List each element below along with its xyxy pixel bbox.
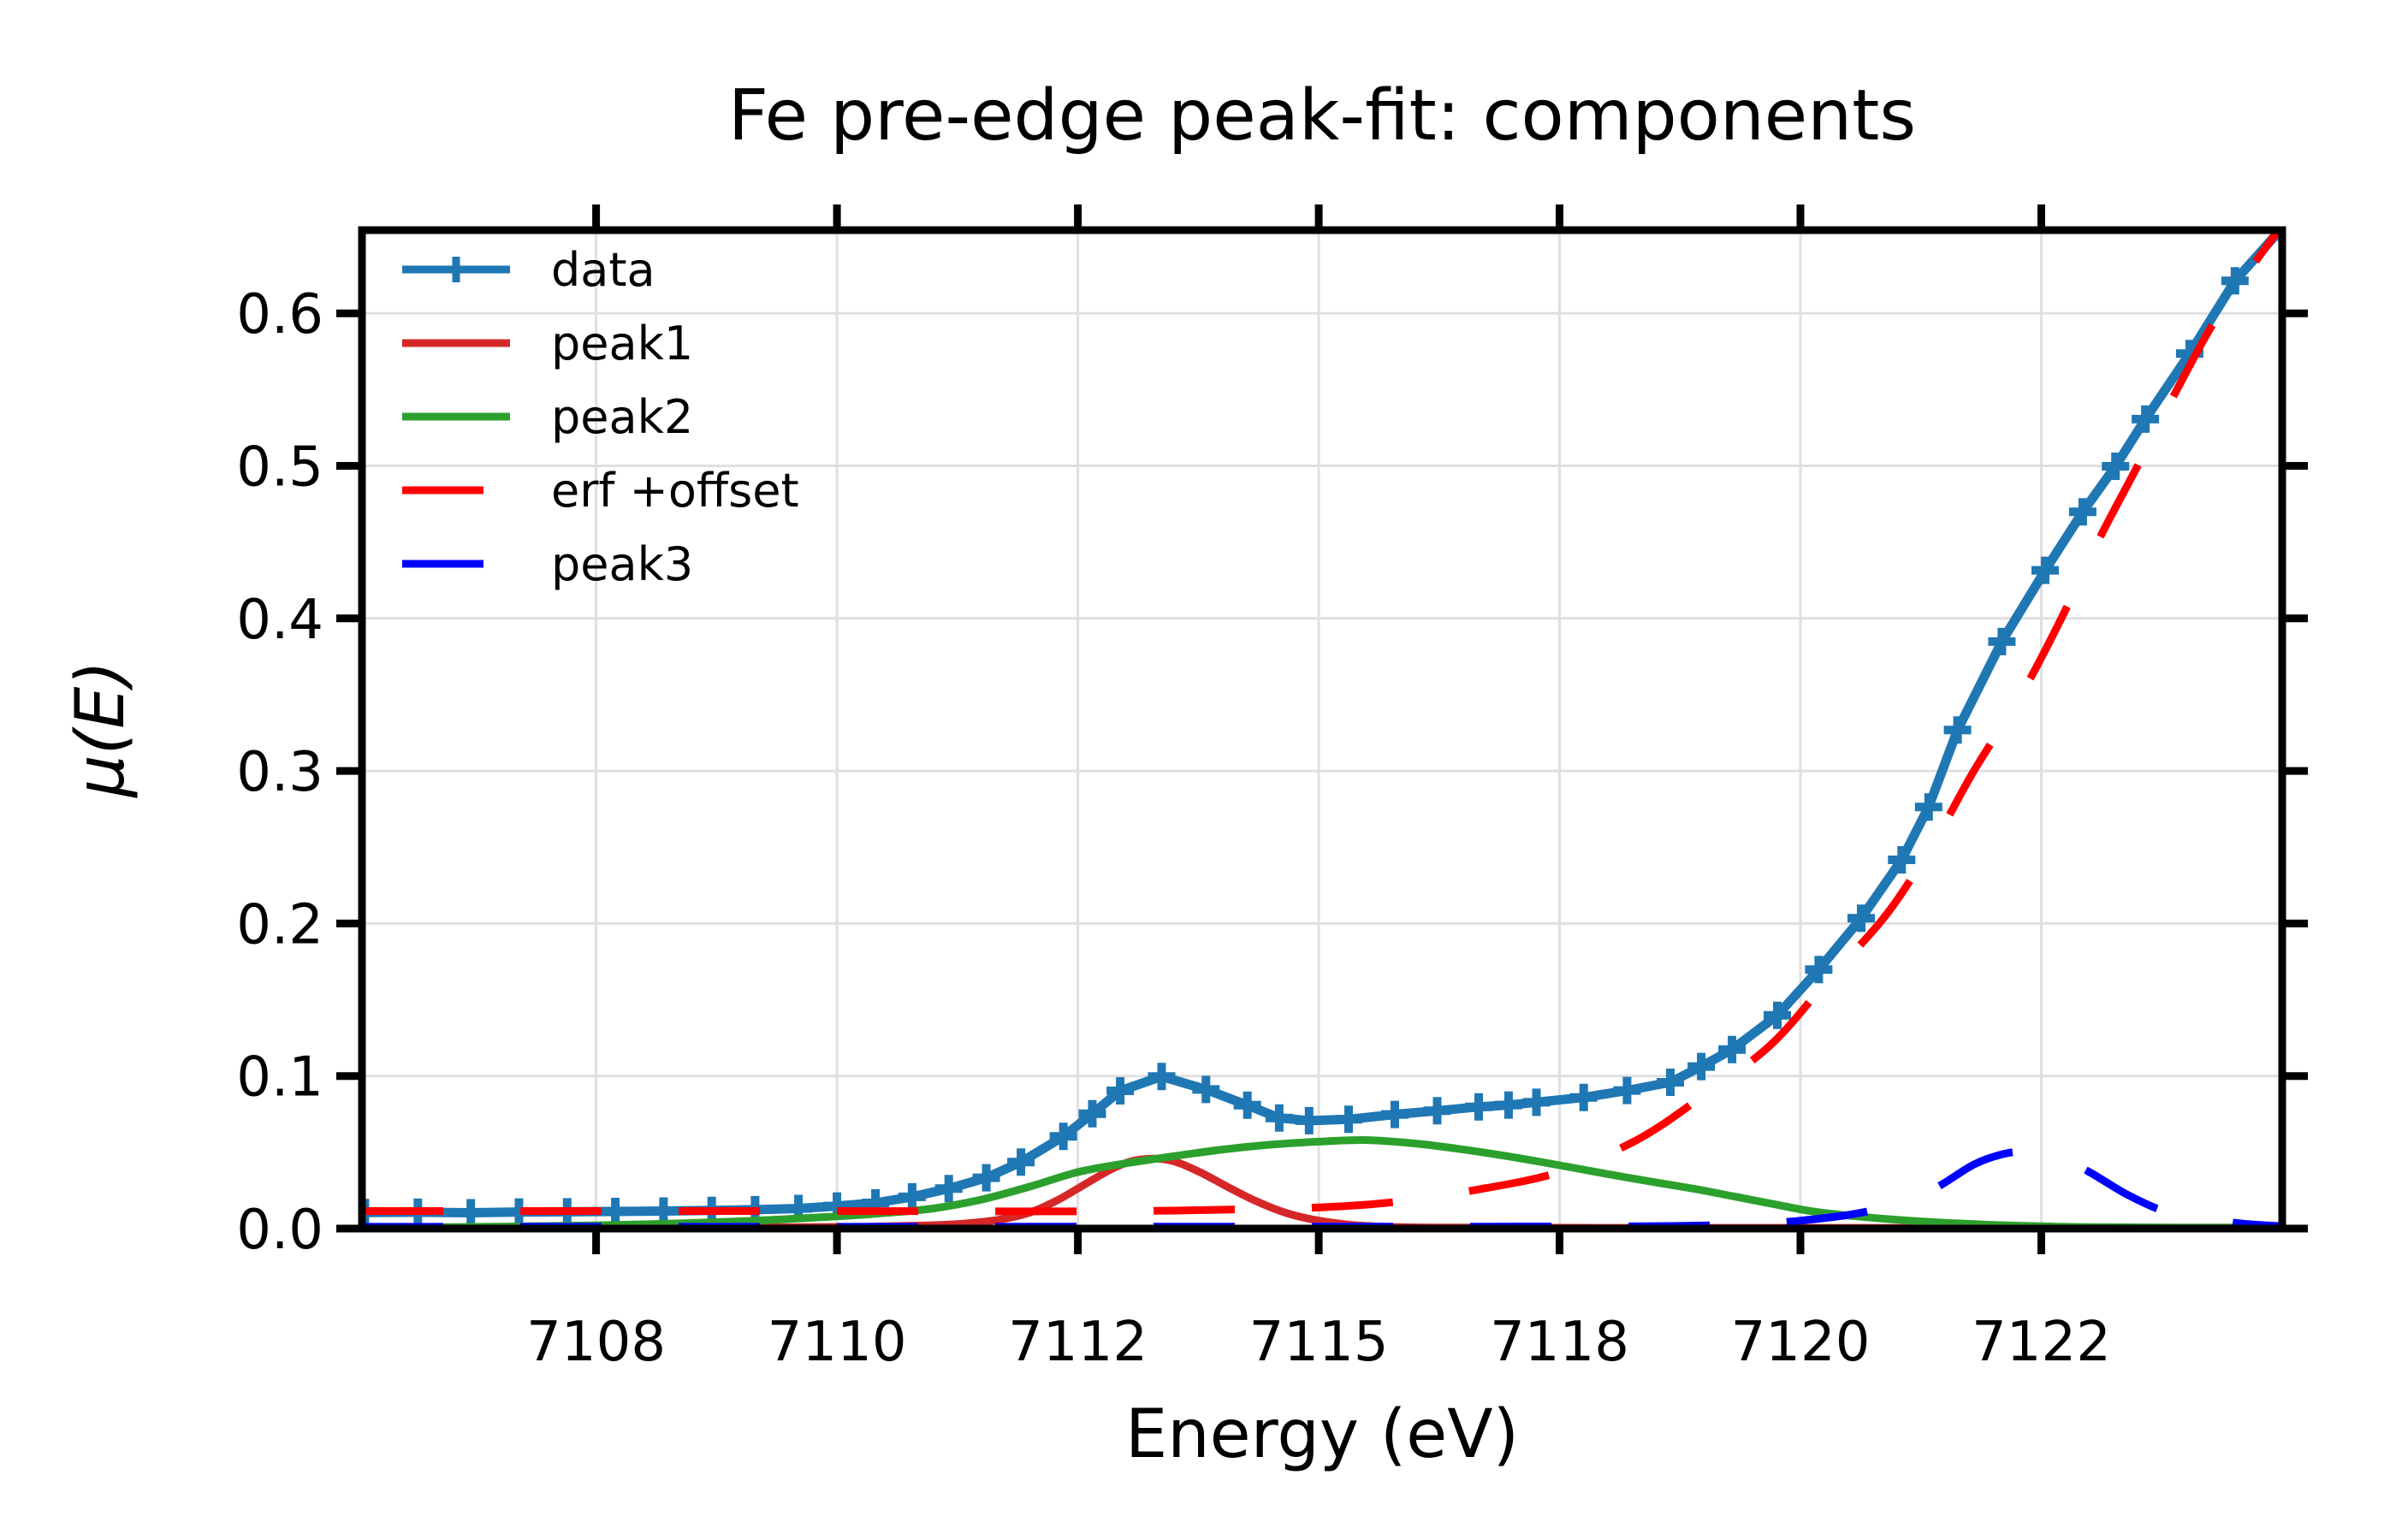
y-tick-label: 0.2	[236, 893, 323, 957]
y-tick-label: 0.5	[236, 436, 323, 500]
y-axis-label: μ(E)	[62, 660, 139, 797]
x-tick-labels: 7108 7110 7112 7115 7118 7120 7122	[526, 1311, 2111, 1374]
x-tick-label: 7115	[1249, 1311, 1389, 1374]
y-tick-label: 0.0	[236, 1199, 323, 1262]
legend-item-peak2: peak2	[400, 380, 799, 453]
x-tick-label: 7110	[768, 1311, 907, 1374]
x-tick-label: 7118	[1490, 1311, 1629, 1374]
y-tick-label: 0.3	[236, 741, 323, 804]
series-peak3-line	[362, 1147, 2282, 1229]
legend-item-data: data	[400, 233, 799, 306]
series-peak2-line	[374, 1136, 2282, 1229]
legend-line-sample	[402, 339, 510, 347]
legend-line-sample	[402, 257, 510, 282]
legend-item-peak1: peak1	[400, 306, 799, 380]
legend-line-sample	[402, 560, 510, 568]
tick-marks	[336, 204, 2308, 1254]
x-tick-label: 7120	[1731, 1311, 1871, 1374]
legend-label: erf +offset	[551, 463, 799, 518]
legend-label: peak2	[551, 389, 694, 444]
x-axis-label: Energy (eV)	[1124, 1396, 1520, 1473]
chart-title: Fe pre-edge peak-fit: components	[727, 75, 1917, 157]
legend-line-sample	[402, 486, 510, 495]
legend-label: peak3	[551, 536, 694, 591]
legend-item-erf-offset: erf +offset	[400, 453, 799, 527]
legend: data peak1 peak2 erf +offset peak3	[400, 233, 799, 601]
y-tick-label: 0.4	[236, 589, 323, 652]
legend-label: data	[551, 242, 655, 297]
legend-item-peak3: peak3	[400, 527, 799, 601]
y-tick-label: 0.6	[236, 283, 323, 346]
x-tick-label: 7112	[1008, 1311, 1148, 1374]
series-erf-offset-line	[362, 230, 2282, 1216]
legend-line-sample	[402, 412, 510, 421]
x-tick-label: 7122	[1972, 1311, 2111, 1374]
legend-label: peak1	[551, 316, 694, 370]
y-tick-labels: 0.0 0.1 0.2 0.3 0.4 0.5 0.6	[236, 283, 323, 1262]
y-tick-label: 0.1	[236, 1046, 323, 1110]
x-tick-label: 7108	[526, 1311, 666, 1374]
